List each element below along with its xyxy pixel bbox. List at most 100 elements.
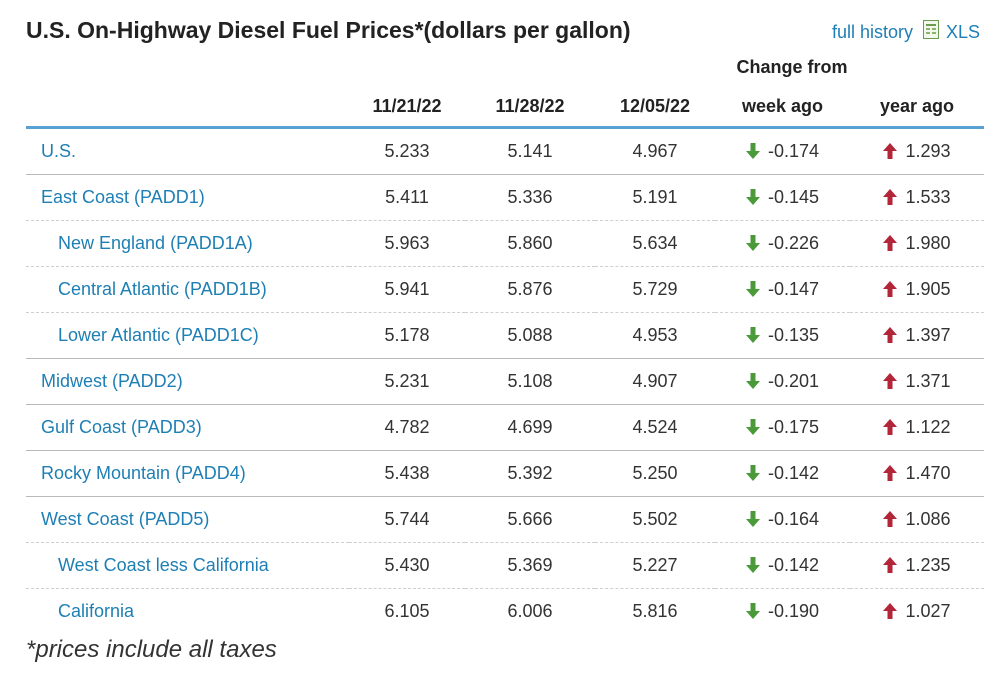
price-12-05-22: 5.729 bbox=[595, 266, 715, 313]
year-ago-change: 1.905 bbox=[850, 266, 984, 313]
price-12-05-22: 4.524 bbox=[595, 404, 715, 451]
region-link[interactable]: Central Atlantic (PADD1B) bbox=[26, 266, 349, 313]
region-link[interactable]: California bbox=[58, 601, 135, 621]
year-ago-change: 1.980 bbox=[850, 220, 984, 267]
year-ago-change: 1.533 bbox=[850, 174, 984, 221]
week-ago-value: -0.147 bbox=[767, 279, 820, 299]
price-11-28-22: 5.336 bbox=[465, 174, 595, 221]
week-ago-value: -0.201 bbox=[767, 371, 820, 391]
down-arrow-icon bbox=[745, 417, 768, 437]
up-arrow-icon bbox=[883, 601, 905, 621]
year-ago-value: 1.086 bbox=[905, 509, 951, 529]
header-region bbox=[26, 86, 349, 129]
header-date-3: 12/05/22 bbox=[595, 86, 715, 129]
region-link[interactable]: East Coast (PADD1) bbox=[26, 174, 349, 221]
price-11-28-22: 6.006 bbox=[507, 601, 553, 621]
full-history-link[interactable]: full history bbox=[831, 21, 913, 42]
up-arrow-icon bbox=[883, 141, 905, 161]
table-header-row: 11/21/22 11/28/22 12/05/22 week ago year… bbox=[26, 86, 984, 129]
price-11-28-22: 5.141 bbox=[465, 127, 595, 175]
year-ago-change: 1.027 bbox=[850, 589, 984, 635]
up-arrow-icon bbox=[883, 279, 905, 299]
header-date-2: 11/28/22 bbox=[465, 86, 595, 129]
region-link[interactable]: Lower Atlantic (PADD1C) bbox=[26, 312, 349, 359]
up-arrow-icon bbox=[883, 417, 905, 437]
price-11-28-22: 4.699 bbox=[465, 404, 595, 451]
region-link[interactable]: U.S. bbox=[26, 127, 349, 175]
down-arrow-icon bbox=[745, 325, 768, 345]
price-11-28-22: 5.392 bbox=[465, 450, 595, 497]
year-ago-value: 1.397 bbox=[905, 325, 951, 345]
year-ago-value: 1.980 bbox=[905, 233, 951, 253]
down-arrow-icon bbox=[745, 601, 768, 621]
price-11-28-22: 5.369 bbox=[465, 542, 595, 589]
price-12-05-22: 4.967 bbox=[595, 127, 715, 175]
year-ago-value: 1.371 bbox=[905, 371, 951, 391]
spreadsheet-icon[interactable] bbox=[913, 20, 946, 44]
up-arrow-icon bbox=[883, 371, 905, 391]
week-ago-change: -0.190 bbox=[715, 589, 850, 635]
year-ago-value: 1.905 bbox=[905, 279, 951, 299]
price-11-21-22: 5.178 bbox=[349, 312, 465, 359]
up-arrow-icon bbox=[883, 555, 905, 575]
week-ago-change: -0.174 bbox=[715, 127, 850, 175]
price-12-05-22: 4.953 bbox=[595, 312, 715, 359]
up-arrow-icon bbox=[883, 187, 905, 207]
down-arrow-icon bbox=[745, 187, 768, 207]
price-11-28-22: 5.860 bbox=[465, 220, 595, 267]
week-ago-value: -0.135 bbox=[767, 325, 820, 345]
up-arrow-icon bbox=[883, 233, 905, 253]
price-11-21-22: 5.963 bbox=[349, 220, 465, 267]
price-11-21-22: 5.438 bbox=[349, 450, 465, 497]
region-link[interactable]: New England (PADD1A) bbox=[26, 220, 349, 267]
region-link[interactable]: Rocky Mountain (PADD4) bbox=[26, 450, 349, 497]
price-12-05-22: 5.502 bbox=[595, 496, 715, 543]
region-link[interactable]: West Coast less California bbox=[26, 542, 349, 589]
region-link[interactable]: West Coast (PADD5) bbox=[26, 496, 349, 543]
down-arrow-icon bbox=[745, 233, 768, 253]
year-ago-value: 1.235 bbox=[905, 555, 951, 575]
week-ago-value: -0.142 bbox=[767, 463, 820, 483]
week-ago-change: -0.164 bbox=[715, 496, 850, 543]
region-link[interactable]: Midwest (PADD2) bbox=[26, 358, 349, 405]
diesel-prices-table: 11/21/22 11/28/22 12/05/22 week ago year… bbox=[26, 86, 984, 634]
week-ago-value: -0.164 bbox=[767, 509, 820, 529]
up-arrow-icon bbox=[883, 509, 905, 529]
price-11-21-22: 5.231 bbox=[349, 358, 465, 405]
price-11-21-22: 5.941 bbox=[349, 266, 465, 313]
week-ago-change: -0.147 bbox=[715, 266, 850, 313]
footnote: *prices include all taxes bbox=[26, 636, 277, 663]
week-ago-value: -0.174 bbox=[767, 141, 820, 161]
year-ago-value: 1.470 bbox=[905, 463, 951, 483]
xls-link[interactable]: XLS bbox=[945, 21, 980, 42]
down-arrow-icon bbox=[745, 555, 768, 575]
price-11-21-22: 5.430 bbox=[349, 542, 465, 589]
week-ago-change: -0.145 bbox=[715, 174, 850, 221]
table-row: West Coast less California 5.430 5.369 5.22… bbox=[26, 542, 984, 589]
price-11-28-22: 5.666 bbox=[465, 496, 595, 543]
year-ago-value: 1.122 bbox=[905, 417, 951, 437]
price-11-21-22: 4.782 bbox=[349, 404, 465, 451]
header-year-ago: year ago bbox=[850, 86, 984, 129]
price-12-05-22: 5.816 bbox=[632, 601, 678, 621]
up-arrow-icon bbox=[883, 463, 905, 483]
table-row: Central Atlantic (PADD1B) 5.941 5.876 5.729… bbox=[26, 266, 984, 313]
week-ago-change: -0.135 bbox=[715, 312, 850, 359]
price-11-21-22: 5.233 bbox=[349, 127, 465, 175]
year-ago-value: 1.027 bbox=[905, 601, 951, 621]
price-11-28-22: 5.108 bbox=[465, 358, 595, 405]
down-arrow-icon bbox=[745, 141, 768, 161]
price-12-05-22: 5.191 bbox=[595, 174, 715, 221]
year-ago-change: 1.122 bbox=[850, 404, 984, 451]
table-row: Lower Atlantic (PADD1C) 5.178 5.088 4.953 -0… bbox=[26, 312, 984, 359]
year-ago-change: 1.235 bbox=[850, 542, 984, 589]
year-ago-change: 1.293 bbox=[850, 127, 984, 175]
table-row: Rocky Mountain (PADD4) 5.438 5.392 5.250 -0.… bbox=[26, 450, 984, 497]
down-arrow-icon bbox=[745, 371, 768, 391]
header-week-ago: week ago bbox=[715, 86, 850, 129]
region-link[interactable]: Gulf Coast (PADD3) bbox=[26, 404, 349, 451]
price-11-21-22: 5.411 bbox=[349, 174, 465, 221]
table-row: Gulf Coast (PADD3) 4.782 4.699 4.524 -0.175 1… bbox=[26, 404, 984, 451]
download-links: full history XLS bbox=[832, 20, 980, 44]
price-12-05-22: 4.907 bbox=[595, 358, 715, 405]
